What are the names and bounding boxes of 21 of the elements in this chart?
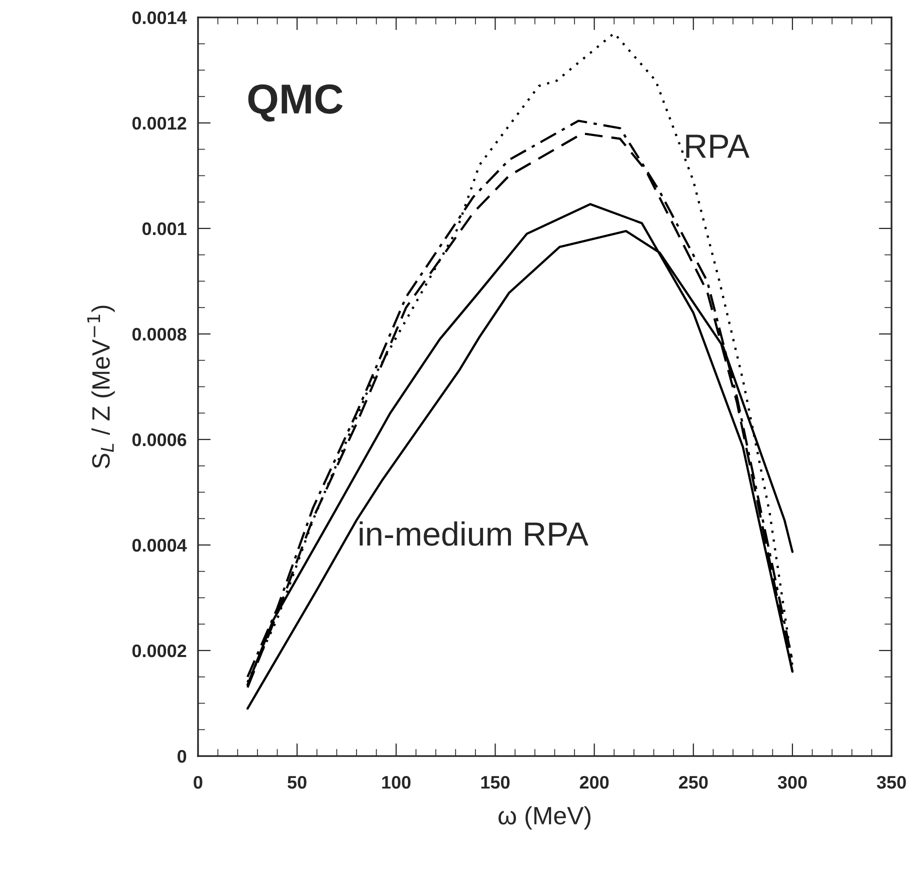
y-tick-label: 0.0006 [132,433,186,446]
x-tick-label: 50 [288,776,306,789]
x-tick-label: 300 [778,776,807,789]
y-tick-label: 0.0008 [132,328,186,341]
x-axis-title: ω (MeV) [498,806,590,830]
x-tick-label: 150 [481,776,510,789]
y-tick-label: 0.0014 [132,11,187,24]
x-tick-label: 250 [678,776,708,789]
x-tick-label: 0 [194,776,202,789]
y-tick-label: 0.001 [142,222,186,236]
y-tick-label: 0.0004 [132,538,187,552]
y-tick-label: 0 [178,750,186,763]
x-tick-label: 350 [876,776,906,789]
y-tick-label: 0.0002 [132,644,186,658]
y-tick-label: 0.0012 [132,116,186,130]
x-tick-label: 200 [580,776,609,789]
x-tick-label: 100 [382,776,410,789]
y-axis-title: S$_{L}$ / Z (MeV$^{−1}$) [87,306,115,468]
annotation: in-medium RPA [360,521,588,546]
annotation: RPA [686,134,750,158]
annotation: QMC [248,84,343,122]
